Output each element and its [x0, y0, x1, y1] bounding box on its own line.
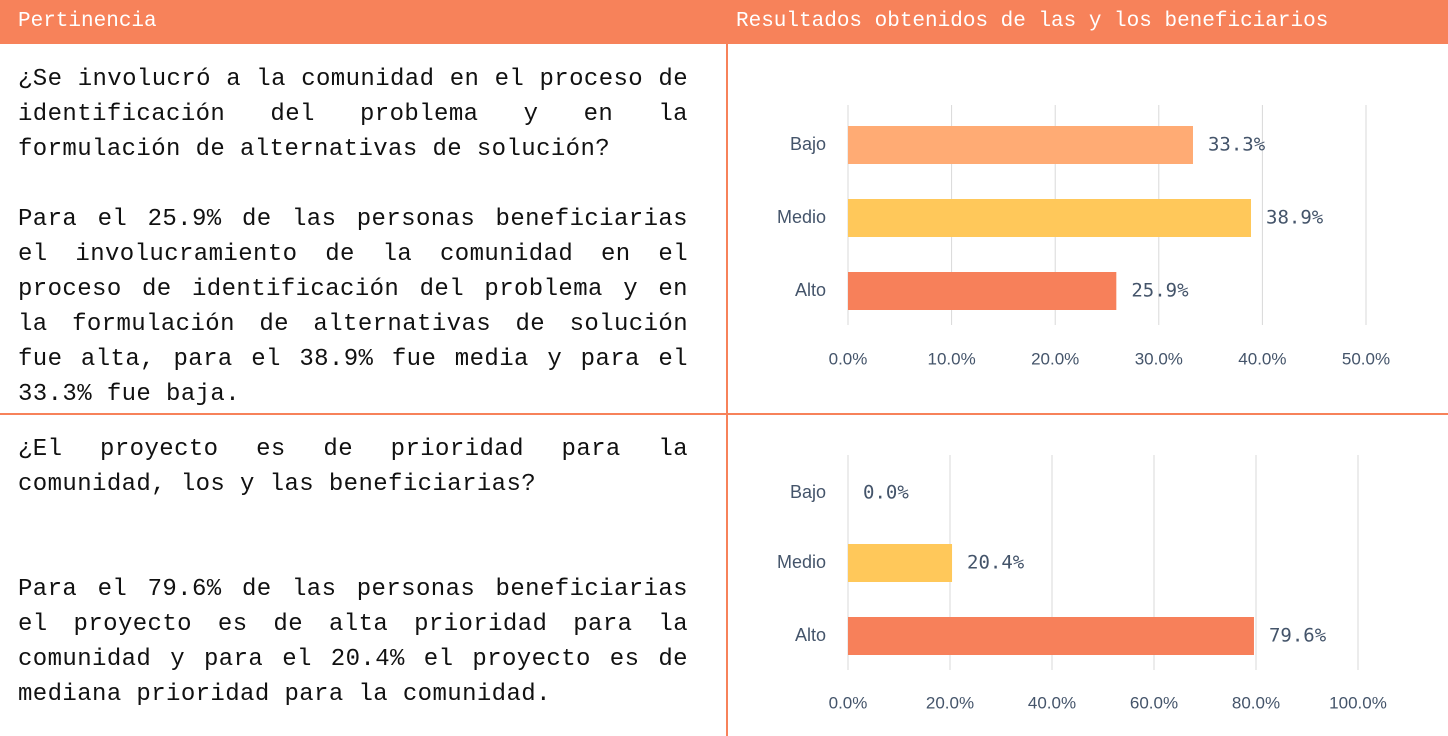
- value-label: 38.9%: [1266, 207, 1324, 229]
- x-tick-label: 40.0%: [1028, 693, 1076, 712]
- bar: [848, 544, 953, 582]
- category-label: Alto: [795, 625, 826, 645]
- header-left: Pertinencia: [0, 0, 726, 44]
- value-label: 25.9%: [1131, 280, 1189, 302]
- category-label: Bajo: [790, 134, 826, 154]
- x-tick-label: 80.0%: [1232, 693, 1280, 712]
- value-label: 79.6%: [1269, 625, 1327, 647]
- x-tick-label: 20.0%: [926, 693, 974, 712]
- column-divider: [726, 0, 728, 736]
- chart: 0.0% 20.0% 40.0% 60.0% 80.0% 100.0% Bajo 0.0% Me…: [777, 455, 1387, 712]
- x-tick-label: 100.0%: [1329, 693, 1387, 712]
- header-right: Resultados obtenidos de las y los benefi…: [728, 0, 1448, 44]
- row-divider: [0, 413, 1448, 415]
- bar: [848, 272, 1117, 310]
- x-tick-label: 20.0%: [1031, 349, 1079, 368]
- bar: [848, 617, 1254, 655]
- x-tick-label: 0.0%: [829, 349, 868, 368]
- value-label: 20.4%: [967, 552, 1025, 574]
- category-label: Medio: [777, 552, 826, 572]
- question: ¿El proyecto es de prioridad para la com…: [18, 436, 688, 498]
- x-tick-label: 30.0%: [1135, 349, 1183, 368]
- question: ¿Se involucró a la comunidad en el proce…: [18, 66, 688, 163]
- chart: 0.0% 10.0% 20.0% 30.0% 40.0% 50.0% Bajo 33.3% Me…: [777, 105, 1390, 368]
- category-label: Medio: [777, 207, 826, 227]
- value-label: 0.0%: [863, 482, 909, 504]
- x-tick-label: 60.0%: [1130, 693, 1178, 712]
- x-tick-label: 50.0%: [1342, 349, 1390, 368]
- bar: [848, 199, 1252, 237]
- x-tick-label: 0.0%: [829, 693, 868, 712]
- answer-text: Para el 25.9% de las personas beneficiar…: [18, 206, 688, 408]
- category-label: Bajo: [790, 482, 826, 502]
- category-label: Alto: [795, 280, 826, 300]
- x-tick-label: 40.0%: [1238, 349, 1286, 368]
- x-tick-label: 10.0%: [927, 349, 975, 368]
- bar: [848, 126, 1193, 164]
- value-label: 33.3%: [1208, 134, 1266, 156]
- answer-text: Para el 79.6% de las personas beneficiar…: [18, 576, 688, 708]
